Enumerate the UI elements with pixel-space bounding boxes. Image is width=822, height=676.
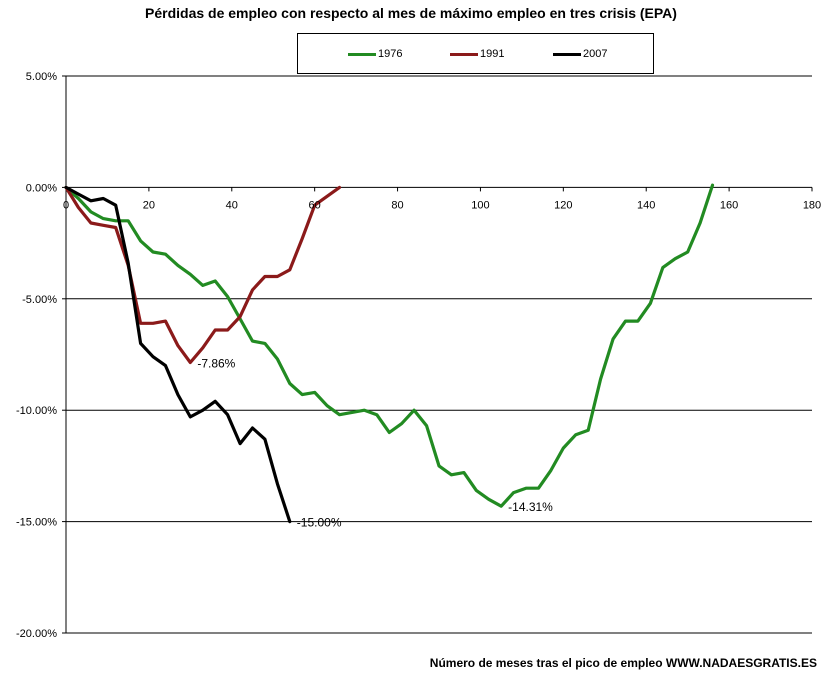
- legend-swatch-1991: [450, 52, 478, 56]
- data-label: -15.00%: [297, 516, 342, 530]
- x-tick-label: 120: [554, 199, 572, 211]
- y-tick-label: -20.00%: [16, 628, 57, 640]
- x-tick-label: 140: [637, 199, 655, 211]
- legend-item-1991: 1991: [450, 47, 504, 61]
- legend-label-1976: 1976: [378, 48, 403, 60]
- y-tick-label: 0.00%: [26, 182, 57, 194]
- tick-labels: 5.00% 0.00% -5.00% -10.00% -15.00% -20.00% 0 20…: [16, 71, 821, 640]
- legend-label-2007: 2007: [583, 48, 608, 60]
- y-tick-label: -10.00%: [16, 405, 57, 417]
- x-tick-label: 180: [803, 199, 821, 211]
- x-tick-label: 80: [391, 199, 403, 211]
- chart-title: Pérdidas de empleo con respecto al mes d…: [145, 5, 677, 21]
- legend-swatch-2007: [553, 52, 581, 56]
- x-tick-label: 0: [63, 199, 69, 211]
- data-label: -7.86%: [197, 357, 235, 371]
- y-tick-label: -15.00%: [16, 517, 57, 529]
- grid-lines: [66, 75, 812, 634]
- data-label: -14.31%: [508, 500, 553, 514]
- x-tick-label: 20: [143, 199, 155, 211]
- x-tick-label: 100: [471, 199, 489, 211]
- y-tick-label: 5.00%: [26, 71, 57, 83]
- x-tick-label: 60: [309, 199, 321, 211]
- x-tick-label: 160: [720, 199, 738, 211]
- y-tick-label: -5.00%: [22, 294, 57, 306]
- legend-swatch-1976: [348, 52, 376, 56]
- x-axis-label: Número de meses tras el pico de empleo W…: [429, 656, 817, 670]
- x-tick-label: 40: [226, 199, 238, 211]
- series-line-2007: [64, 185, 292, 524]
- axes: [62, 75, 813, 634]
- series-line-1991: [64, 185, 342, 365]
- series-line-1976: [64, 183, 715, 508]
- data-labels: -7.86% -14.31% -15.00%: [197, 357, 553, 530]
- legend-item-1976: 1976: [348, 47, 402, 61]
- series-lines: [64, 183, 715, 524]
- legend: 1976 1991 2007: [297, 33, 654, 74]
- legend-label-1991: 1991: [480, 48, 505, 60]
- legend-item-2007: 2007: [553, 47, 607, 61]
